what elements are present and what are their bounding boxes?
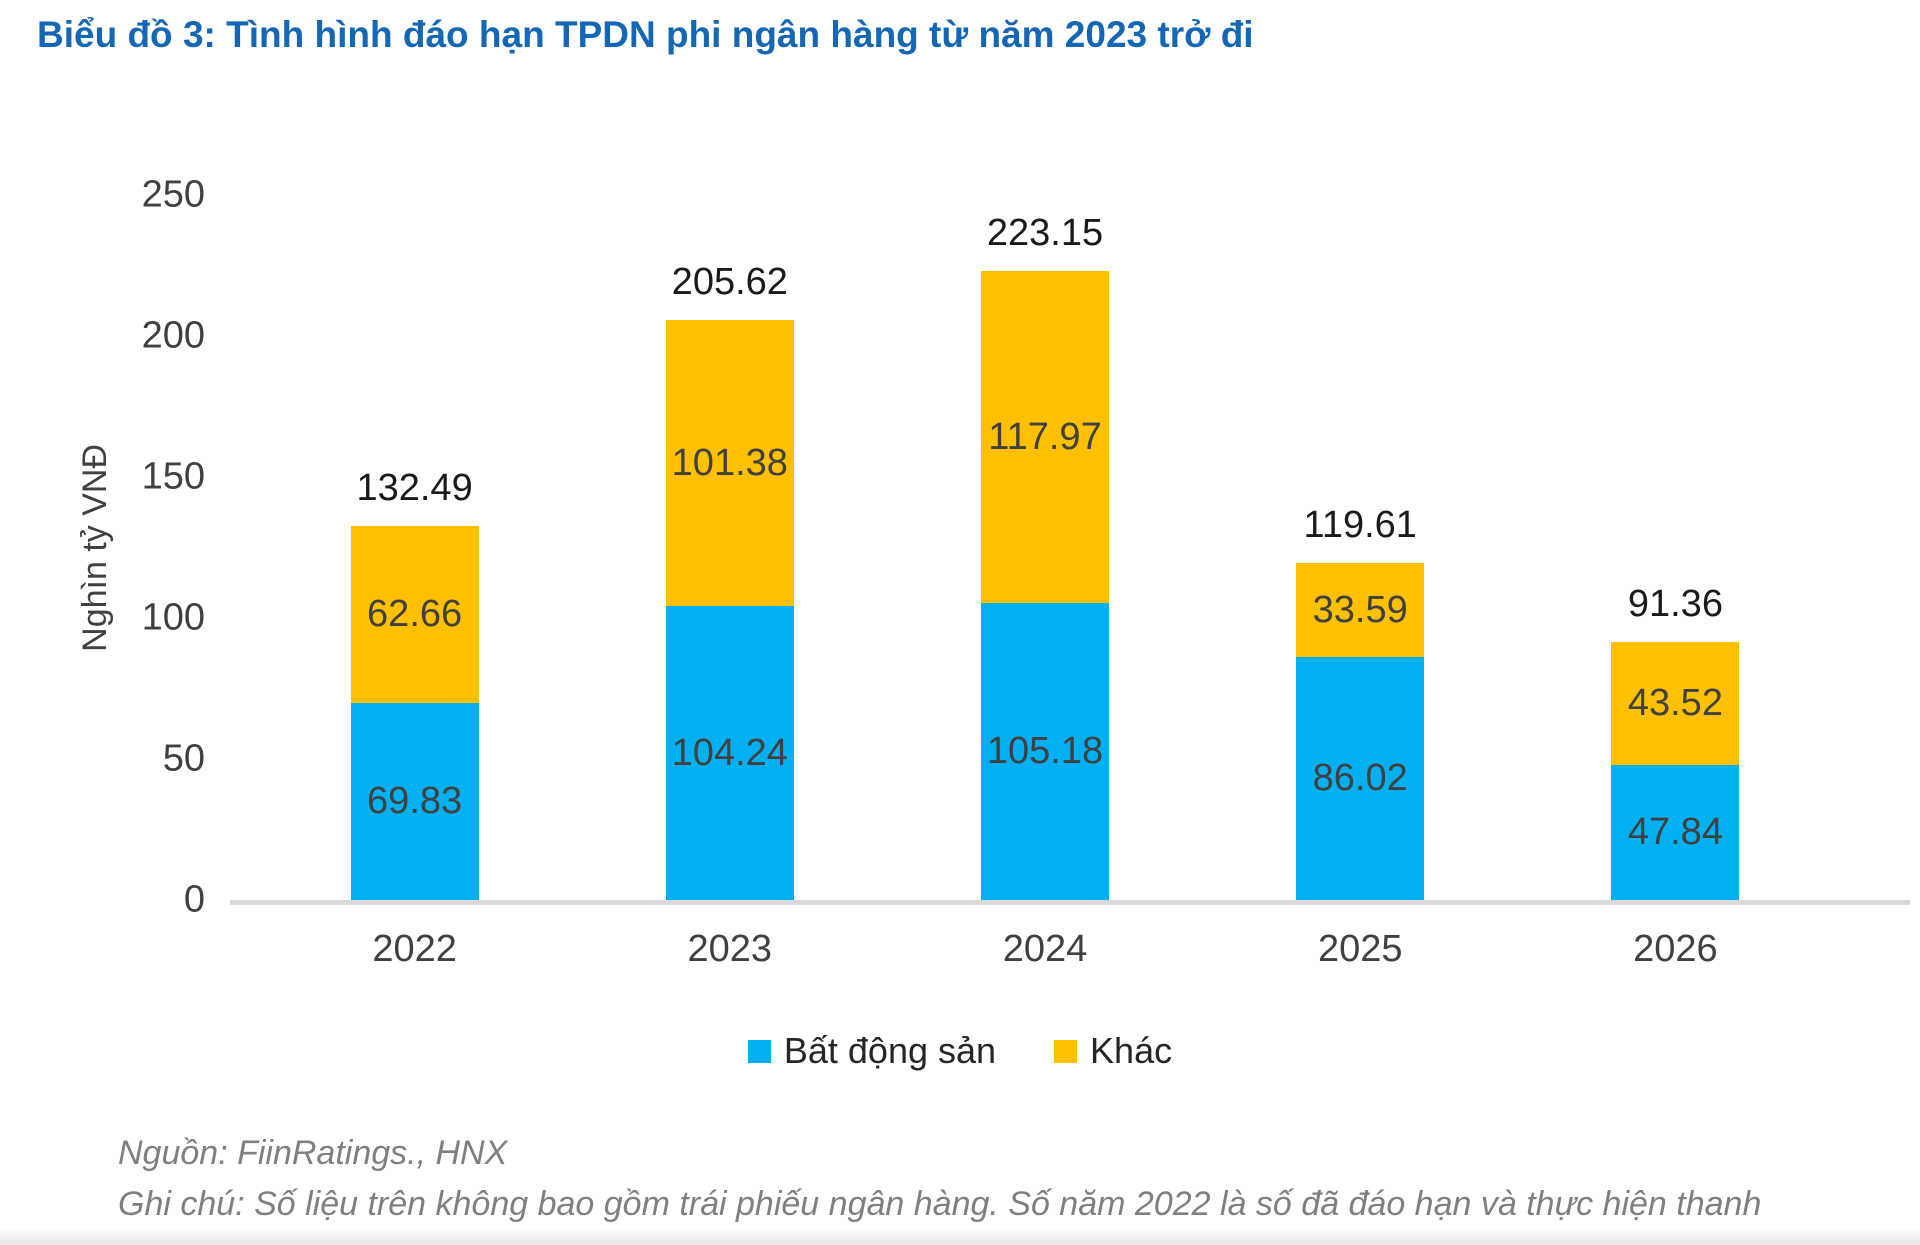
x-axis-line <box>230 900 1910 905</box>
x-axis-labels: 2022 2023 2024 2025 2026 <box>257 928 1833 971</box>
chart-legend: Bất động sản Khác <box>0 1030 1920 1072</box>
total-value-label: 119.61 <box>1303 503 1417 546</box>
legend-item: Khác <box>1054 1030 1172 1072</box>
note-text: Ghi chú: Số liệu trên không bao gồm trái… <box>118 1185 1762 1223</box>
source-text: Nguồn: FiinRatings., HNX <box>118 1134 508 1172</box>
bar-slot: 223.15 117.97 105.18 <box>887 195 1202 900</box>
segment-value-label: 117.97 <box>988 415 1102 458</box>
x-axis-category-label: 2024 <box>1002 928 1088 970</box>
bar-segment-khac: 117.97 <box>981 270 1109 604</box>
segment-value-label: 69.83 <box>367 780 463 823</box>
y-tick-label: 0 <box>183 878 205 921</box>
total-value-label: 223.15 <box>986 211 1104 254</box>
x-axis-category-label: 2025 <box>1317 928 1403 970</box>
legend-swatch-icon <box>1054 1039 1078 1063</box>
segment-value-label: 43.52 <box>1627 682 1723 725</box>
y-tick-label: 200 <box>141 314 205 357</box>
bar-slot: 119.61 33.59 86.02 <box>1203 195 1518 900</box>
bar-segment-bat-dong-san: 104.24 <box>665 606 794 900</box>
segment-value-label: 104.24 <box>671 731 788 774</box>
total-value-label: 91.36 <box>1627 583 1723 626</box>
segment-value-label: 62.66 <box>367 593 463 636</box>
bottom-edge-strip <box>0 1230 1920 1245</box>
bar-segment-bat-dong-san: 86.02 <box>1296 657 1425 900</box>
segment-value-label: 33.59 <box>1312 588 1408 631</box>
bar-slot: 91.36 43.52 47.84 <box>1518 195 1833 900</box>
x-axis-category-label: 2023 <box>687 928 773 970</box>
legend-item: Bất động sản <box>747 1030 997 1072</box>
segment-value-label: 105.18 <box>986 730 1104 773</box>
bar-segment-khac: 33.59 <box>1296 562 1425 658</box>
x-axis-category-label: 2022 <box>372 928 457 970</box>
bar-slot: 132.49 62.66 69.83 <box>257 195 572 900</box>
legend-label: Khác <box>1090 1030 1173 1071</box>
bar-group: 91.36 43.52 47.84 <box>1611 583 1740 900</box>
bar-group: 119.61 33.59 86.02 <box>1296 504 1425 900</box>
bar-segment-khac: 101.38 <box>665 320 794 607</box>
chart-footer: Nguồn: FiinRatings., HNX Ghi chú: Số liệ… <box>118 1128 1920 1230</box>
x-axis-category-label: 2026 <box>1633 928 1718 970</box>
legend-swatch-icon <box>747 1039 771 1063</box>
chart-title: Biểu đồ 3: Tình hình đáo hạn TPDN phi ng… <box>37 14 1254 55</box>
segment-value-label: 47.84 <box>1627 811 1723 854</box>
y-tick-label: 150 <box>141 455 205 498</box>
segment-value-label: 86.02 <box>1312 757 1408 800</box>
bars-container: 132.49 62.66 69.83 205.62 101.38 104.24 223.15… <box>257 195 1833 900</box>
bar-group: 132.49 62.66 69.83 <box>350 467 479 900</box>
y-tick-label: 50 <box>162 737 205 780</box>
bar-slot: 205.62 101.38 104.24 <box>572 195 887 900</box>
y-tick-label: 250 <box>141 173 205 216</box>
bar-group: 205.62 101.38 104.24 <box>665 261 794 900</box>
legend-label: Bất động sản <box>783 1030 997 1071</box>
bar-segment-khac: 62.66 <box>350 526 479 704</box>
y-axis-ticks: 0 50 100 150 200 250 <box>60 174 205 921</box>
total-value-label: 132.49 <box>356 467 473 510</box>
bar-segment-bat-dong-san: 69.83 <box>350 703 479 900</box>
segment-value-label: 101.38 <box>671 441 788 484</box>
bar-segment-bat-dong-san: 47.84 <box>1611 765 1740 900</box>
total-value-label: 205.62 <box>671 261 788 304</box>
bar-group: 223.15 117.97 105.18 <box>981 212 1109 900</box>
y-tick-label: 100 <box>141 596 205 639</box>
bar-segment-bat-dong-san: 105.18 <box>981 603 1109 900</box>
bar-segment-khac: 43.52 <box>1611 642 1740 766</box>
plot-area: 132.49 62.66 69.83 205.62 101.38 104.24 223.15… <box>230 195 1910 905</box>
